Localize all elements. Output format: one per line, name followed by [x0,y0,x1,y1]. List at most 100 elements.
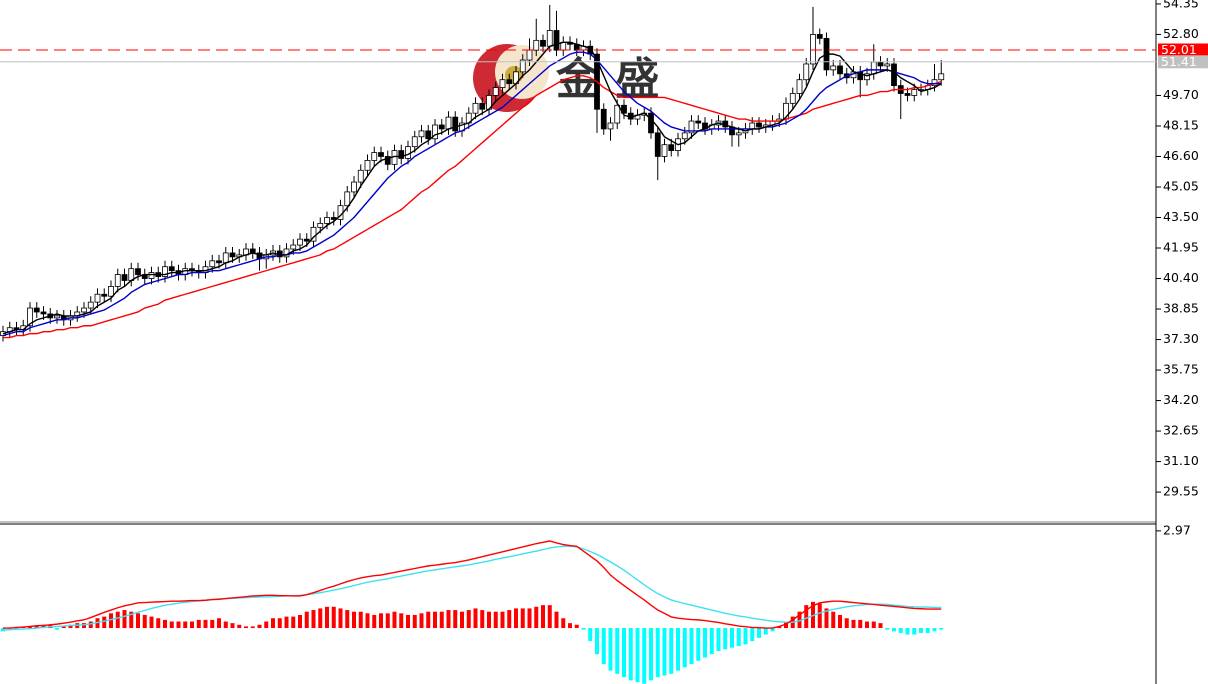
histogram-bar [196,619,201,629]
histogram-bar [750,628,755,642]
histogram-bar [298,614,302,629]
histogram-bar [291,616,296,629]
histogram-bar [878,623,883,629]
candle-body [398,150,405,159]
histogram-bar [804,605,809,629]
candle-body [425,130,432,140]
histogram-bar [649,628,653,681]
y-tick-label: 35.75 [1163,362,1199,377]
histogram-bar [689,628,694,665]
histogram-bar [500,611,505,629]
histogram-bar [541,605,545,629]
candle-body [40,311,47,315]
candle-body [371,152,378,161]
histogram-bar [460,611,464,629]
histogram-bar [595,628,599,655]
histogram-bar [534,606,539,629]
candle-body [614,104,621,124]
histogram-bar [487,611,491,629]
y-tick-label: 48.15 [1163,117,1199,132]
histogram-bar [385,613,390,629]
histogram-bar [223,621,228,629]
histogram-bar [129,611,134,629]
histogram-bar [547,605,552,629]
candle-body [891,63,897,87]
histogram-bar [439,611,444,629]
histogram-bar [473,608,478,629]
histogram-bar [277,618,282,629]
histogram-bar [817,603,822,629]
histogram-bar [797,611,802,629]
candle-body [735,132,742,136]
indicator-line [2,51,942,337]
price-level-box [1158,43,1208,57]
histogram-bar [703,628,707,658]
candle-body [229,252,236,258]
histogram-bar [757,628,761,638]
candle-body [297,238,303,246]
candle-body [756,122,762,128]
histogram-bar [716,628,721,651]
histogram-bar [662,628,667,676]
candle-body [877,61,884,67]
candle-body [519,59,526,73]
histogram-bar [244,626,248,629]
histogram-bar [682,628,687,668]
histogram-bar [156,618,161,629]
price-level-label: 52.01 [1161,42,1197,57]
histogram-bar [230,623,235,629]
histogram-bar [770,628,775,632]
histogram-bar [939,628,944,630]
candle-body [438,124,445,130]
histogram-bar [82,623,86,629]
histogram-bar [34,626,39,629]
histogram-bar [865,621,869,629]
candle-body [884,63,891,67]
histogram-bar [41,624,46,629]
y-tick-label: 49.70 [1163,87,1199,102]
candle-body [789,93,796,104]
candle-body [432,124,438,140]
candle-body [600,108,607,130]
histogram-bar [325,606,329,629]
histogram-bar [453,610,458,629]
y-tick-label: 43.50 [1163,209,1199,224]
candle-body [492,87,499,96]
candle-body [364,160,371,171]
candle-body [553,30,560,51]
price-level-box [1158,55,1208,69]
histogram-bar [588,628,593,642]
price-level-label: 51.41 [1161,54,1197,69]
histogram-bar [28,626,32,629]
histogram-bar [919,628,923,633]
histogram-bar [622,628,626,678]
y-tick-label: 37.30 [1163,331,1199,346]
candle-body [479,102,486,110]
candle-body [162,266,168,277]
candle-body [688,120,695,134]
histogram-bar [446,610,451,629]
histogram-bar [345,610,350,629]
histogram-bar [696,628,701,661]
candle-body [324,217,330,224]
histogram-bar [318,608,323,629]
histogram-bar [102,616,107,629]
histogram-bar [723,628,728,650]
candle-body [452,116,459,132]
histogram-bar [932,628,937,632]
histogram-bar [554,611,559,629]
candle-body [94,293,101,303]
histogram-bar [480,610,485,629]
histogram-bar [507,610,512,629]
candle-body [938,73,945,81]
candle-body [27,307,33,327]
candle-body [796,79,803,94]
y-tick-label: 34.20 [1163,392,1199,407]
histogram-bar [7,628,12,630]
indicator-line [3,75,942,339]
histogram-bar [898,628,903,633]
histogram-bar [412,614,417,629]
histogram-bar [871,621,876,629]
candle-body [810,34,816,65]
